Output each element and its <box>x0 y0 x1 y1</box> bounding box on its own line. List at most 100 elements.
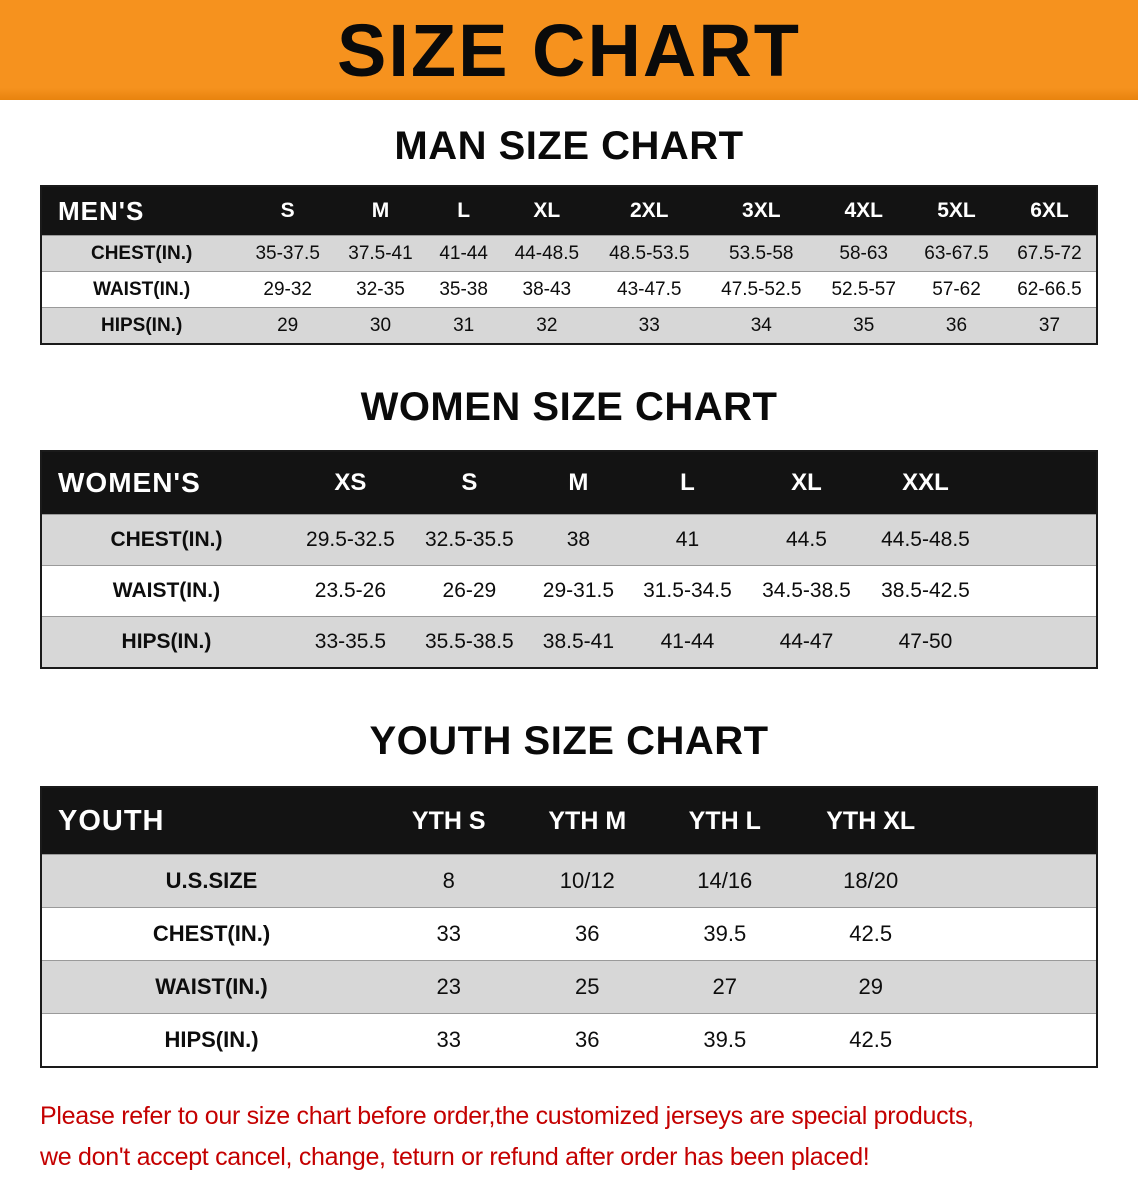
spacer-cell <box>985 451 1097 515</box>
cell: 62-66.5 <box>1003 272 1097 308</box>
row-label: WAIST(IN.) <box>41 272 241 308</box>
row-label: CHEST(IN.) <box>41 236 241 272</box>
column-header: S <box>410 451 529 515</box>
cell: 8 <box>381 855 516 908</box>
cell: 27 <box>658 961 791 1014</box>
banner: SIZE CHART <box>0 0 1138 100</box>
column-header: 6XL <box>1003 186 1097 236</box>
men-section-heading: MAN SIZE CHART <box>0 124 1138 169</box>
women-hips-row: HIPS(IN.) 33-35.5 35.5-38.5 38.5-41 41-4… <box>41 617 1097 669</box>
cell: 29 <box>791 961 950 1014</box>
cell: 41-44 <box>628 617 747 669</box>
column-header: 4XL <box>817 186 910 236</box>
cell: 36 <box>516 908 658 961</box>
spacer-cell <box>950 787 1097 855</box>
cell: 47.5-52.5 <box>705 272 817 308</box>
youth-table-label: YOUTH <box>41 787 381 855</box>
women-size-table: WOMEN'S XS S M L XL XXL CHEST(IN.) 29.5-… <box>40 450 1098 669</box>
footer-note-line1: Please refer to our size chart before or… <box>40 1096 1138 1137</box>
spacer-cell <box>950 1014 1097 1068</box>
spacer-cell <box>950 855 1097 908</box>
cell: 39.5 <box>658 1014 791 1068</box>
cell: 42.5 <box>791 908 950 961</box>
cell: 23 <box>381 961 516 1014</box>
cell: 63-67.5 <box>910 236 1003 272</box>
row-label: U.S.SIZE <box>41 855 381 908</box>
cell: 34.5-38.5 <box>747 566 866 617</box>
cell: 42.5 <box>791 1014 950 1068</box>
cell: 18/20 <box>791 855 950 908</box>
column-header: M <box>334 186 427 236</box>
cell: 53.5-58 <box>705 236 817 272</box>
row-label: HIPS(IN.) <box>41 1014 381 1068</box>
cell: 32 <box>500 308 593 345</box>
cell: 29.5-32.5 <box>291 515 410 566</box>
women-section-heading: WOMEN SIZE CHART <box>0 385 1138 430</box>
spacer-cell <box>985 617 1097 669</box>
cell: 48.5-53.5 <box>593 236 705 272</box>
column-header: 2XL <box>593 186 705 236</box>
cell: 57-62 <box>910 272 1003 308</box>
men-chest-row: CHEST(IN.) 35-37.5 37.5-41 41-44 44-48.5… <box>41 236 1097 272</box>
cell: 44.5-48.5 <box>866 515 985 566</box>
women-header-row: WOMEN'S XS S M L XL XXL <box>41 451 1097 515</box>
row-label: WAIST(IN.) <box>41 566 291 617</box>
youth-waist-row: WAIST(IN.) 23 25 27 29 <box>41 961 1097 1014</box>
row-label: HIPS(IN.) <box>41 308 241 345</box>
cell: 47-50 <box>866 617 985 669</box>
spacer-cell <box>950 961 1097 1014</box>
cell: 35-38 <box>427 272 501 308</box>
column-header: XXL <box>866 451 985 515</box>
women-chest-row: CHEST(IN.) 29.5-32.5 32.5-35.5 38 41 44.… <box>41 515 1097 566</box>
cell: 44-47 <box>747 617 866 669</box>
men-waist-row: WAIST(IN.) 29-32 32-35 35-38 38-43 43-47… <box>41 272 1097 308</box>
column-header: XL <box>500 186 593 236</box>
cell: 23.5-26 <box>291 566 410 617</box>
cell: 58-63 <box>817 236 910 272</box>
column-header: S <box>241 186 334 236</box>
cell: 36 <box>910 308 1003 345</box>
cell: 35.5-38.5 <box>410 617 529 669</box>
cell: 38.5-41 <box>529 617 628 669</box>
cell: 35 <box>817 308 910 345</box>
cell: 44-48.5 <box>500 236 593 272</box>
column-header: YTH XL <box>791 787 950 855</box>
cell: 29-32 <box>241 272 334 308</box>
column-header: XS <box>291 451 410 515</box>
spacer-cell <box>950 908 1097 961</box>
page-title: SIZE CHART <box>337 8 801 93</box>
youth-hips-row: HIPS(IN.) 33 36 39.5 42.5 <box>41 1014 1097 1068</box>
youth-header-row: YOUTH YTH S YTH M YTH L YTH XL <box>41 787 1097 855</box>
cell: 41-44 <box>427 236 501 272</box>
cell: 32-35 <box>334 272 427 308</box>
cell: 31.5-34.5 <box>628 566 747 617</box>
cell: 38 <box>529 515 628 566</box>
men-section: MAN SIZE CHART MEN'S S M L XL 2XL 3XL 4X… <box>0 124 1138 345</box>
column-header: YTH M <box>516 787 658 855</box>
cell: 10/12 <box>516 855 658 908</box>
cell: 30 <box>334 308 427 345</box>
cell: 38.5-42.5 <box>866 566 985 617</box>
row-label: HIPS(IN.) <box>41 617 291 669</box>
youth-chest-row: CHEST(IN.) 33 36 39.5 42.5 <box>41 908 1097 961</box>
row-label: WAIST(IN.) <box>41 961 381 1014</box>
youth-size-table: YOUTH YTH S YTH M YTH L YTH XL U.S.SIZE … <box>40 786 1098 1068</box>
cell: 33-35.5 <box>291 617 410 669</box>
women-section: WOMEN SIZE CHART WOMEN'S XS S M L XL XXL… <box>0 385 1138 669</box>
spacer-cell <box>985 515 1097 566</box>
cell: 39.5 <box>658 908 791 961</box>
column-header: YTH S <box>381 787 516 855</box>
column-header: 5XL <box>910 186 1003 236</box>
cell: 34 <box>705 308 817 345</box>
cell: 41 <box>628 515 747 566</box>
cell: 35-37.5 <box>241 236 334 272</box>
column-header: YTH L <box>658 787 791 855</box>
cell: 38-43 <box>500 272 593 308</box>
cell: 43-47.5 <box>593 272 705 308</box>
youth-section-heading: YOUTH SIZE CHART <box>0 719 1138 764</box>
column-header: XL <box>747 451 866 515</box>
cell: 25 <box>516 961 658 1014</box>
cell: 31 <box>427 308 501 345</box>
column-header: L <box>628 451 747 515</box>
